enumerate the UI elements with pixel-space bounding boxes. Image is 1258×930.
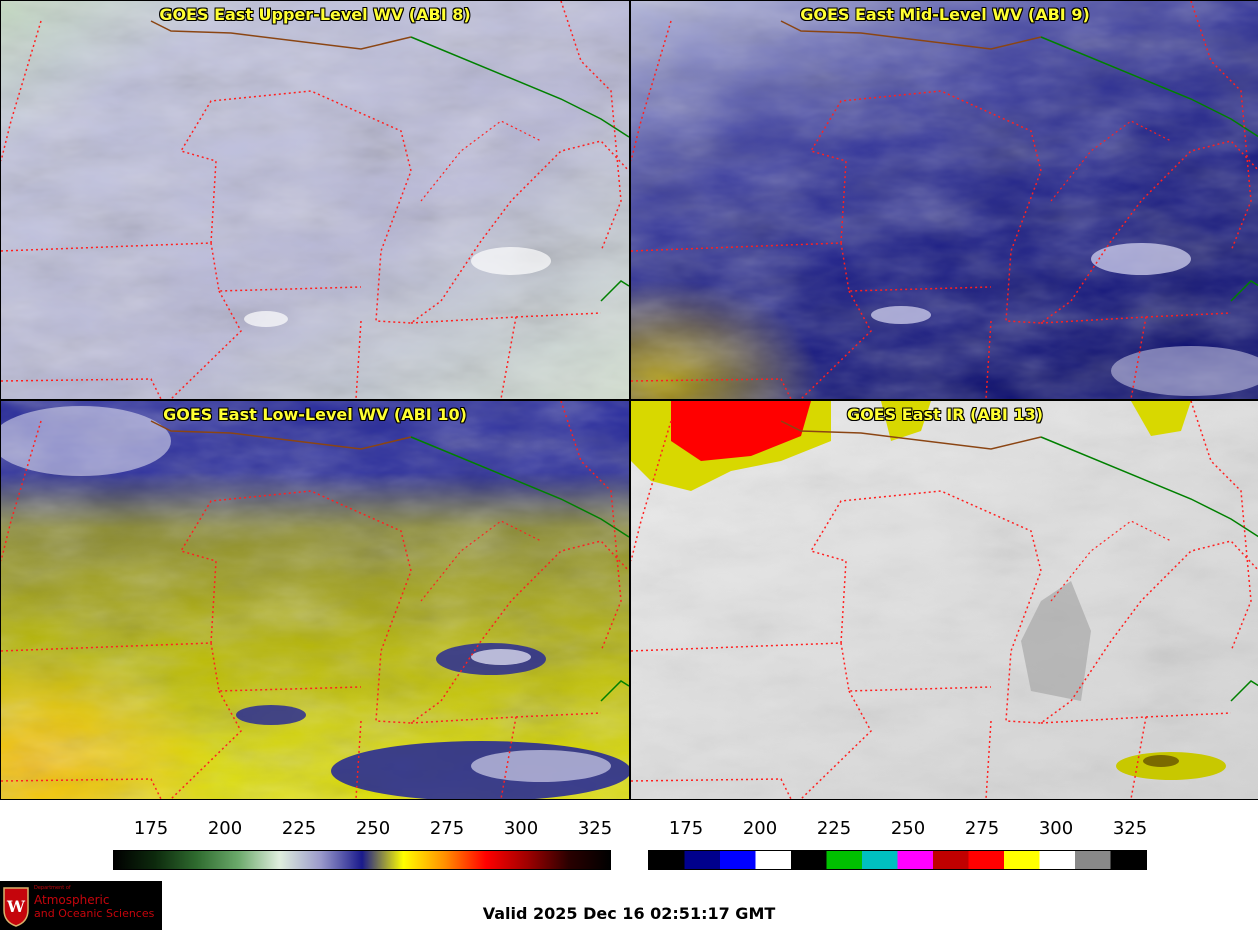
wv-tick-label: 275: [429, 818, 465, 839]
ir-tick-label: 200: [742, 818, 778, 839]
ir-panel: GOES East IR (ABI 13): [630, 400, 1258, 800]
panel-title: GOES East Upper-Level WV (ABI 8): [159, 5, 471, 24]
ir-tick-label: 175: [668, 818, 704, 839]
svg-text:W: W: [6, 897, 26, 916]
ir-tick-label: 250: [890, 818, 926, 839]
wv-tick-label: 300: [503, 818, 539, 839]
wv-tick-label: 325: [577, 818, 613, 839]
logo-department-text: Department of: [34, 885, 71, 891]
wv-tick-label: 175: [133, 818, 169, 839]
mid-level-wv-image: [631, 1, 1258, 399]
ir-colorbar: [648, 850, 1147, 870]
mid-level-wv-panel: GOES East Mid-Level WV (ABI 9): [630, 0, 1258, 400]
wv-tick-label: 250: [355, 818, 391, 839]
upper-level-wv-image: [1, 1, 629, 399]
wv-colorbar-ticks: 175 200 225 250 275 300 325: [113, 818, 613, 848]
panel-title: GOES East IR (ABI 13): [846, 405, 1044, 424]
valid-time-label: Valid 2025 Dec 16 02:51:17 GMT: [482, 904, 776, 923]
ir-tick-label: 325: [1112, 818, 1148, 839]
aos-department-logo: W Department of Atmospheric and Oceanic …: [0, 881, 162, 930]
wv-tick-label: 225: [281, 818, 317, 839]
panel-title: GOES East Low-Level WV (ABI 10): [163, 405, 467, 424]
low-level-wv-image: [1, 401, 629, 799]
logo-line-1: Atmospheric: [34, 893, 110, 907]
ir-tick-label: 225: [816, 818, 852, 839]
ir-image: [631, 401, 1258, 799]
low-level-wv-panel: GOES East Low-Level WV (ABI 10): [0, 400, 630, 800]
ir-tick-label: 300: [1038, 818, 1074, 839]
panel-title: GOES East Mid-Level WV (ABI 9): [800, 5, 1090, 24]
ir-colorbar-ticks: 175 200 225 250 275 300 325: [648, 818, 1147, 848]
logo-line-2: and Oceanic Sciences: [34, 907, 155, 920]
wv-colorbar: [113, 850, 611, 870]
uw-crest-icon: W: [3, 887, 29, 927]
upper-level-wv-panel: GOES East Upper-Level WV (ABI 8): [0, 0, 630, 400]
ir-tick-label: 275: [964, 818, 1000, 839]
wv-tick-label: 200: [207, 818, 243, 839]
